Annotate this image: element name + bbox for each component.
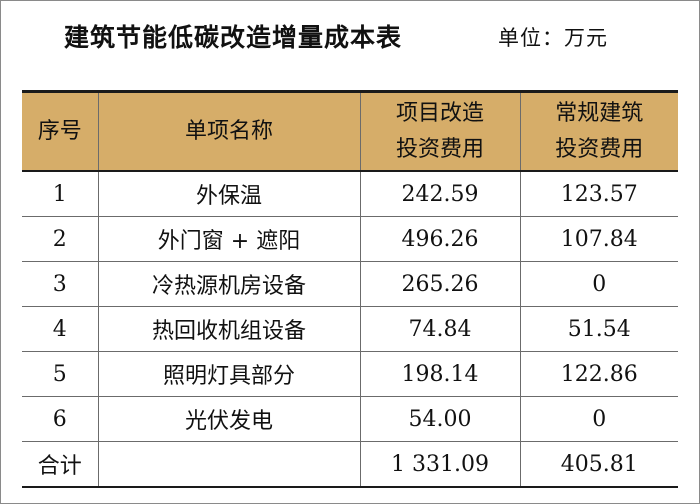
cell-project-cost: 198.14 (359, 351, 520, 397)
cell-name: 热回收机组设备 (97, 306, 360, 352)
cell-name: 外保温 (97, 171, 360, 217)
cell-name: 外门窗 + 遮阳 (97, 216, 360, 262)
total-row: 合计 1 331.09 405.81 (22, 441, 678, 488)
total-label: 合计 (22, 441, 98, 488)
header-regular-cost: 常规建筑 投资费用 (519, 91, 678, 171)
total-name (97, 441, 360, 488)
cell-regular-cost: 0 (519, 396, 678, 442)
cell-name: 照明灯具部分 (97, 351, 360, 397)
table-body: 1 外保温 242.59 123.57 2 外门窗 + 遮阳 496.26 10… (22, 171, 678, 488)
cell-project-cost: 242.59 (359, 171, 520, 217)
total-project-cost: 1 331.09 (359, 441, 520, 488)
total-regular-cost: 405.81 (519, 441, 678, 488)
table-row: 2 外门窗 + 遮阳 496.26 107.84 (22, 216, 678, 262)
cell-regular-cost: 123.57 (519, 171, 678, 217)
title-row: 建筑节能低碳改造增量成本表 单位：万元 (0, 0, 700, 88)
header-project-cost: 项目改造 投资费用 (359, 91, 520, 171)
cell-regular-cost: 51.54 (519, 306, 678, 352)
table-row: 4 热回收机组设备 74.84 51.54 (22, 306, 678, 352)
header-project-line1: 项目改造 (395, 100, 484, 126)
cell-seq: 1 (22, 171, 98, 217)
cell-project-cost: 265.26 (359, 261, 520, 307)
cell-seq: 2 (22, 216, 98, 262)
cell-project-cost: 496.26 (359, 216, 520, 262)
table-header: 序号 单项名称 项目改造 投资费用 常规建筑 投资费用 (22, 91, 678, 171)
cell-seq: 3 (22, 261, 98, 307)
header-regular-line1: 常规建筑 (555, 100, 644, 126)
cell-project-cost: 74.84 (359, 306, 520, 352)
header-row: 序号 单项名称 项目改造 投资费用 常规建筑 投资费用 (22, 91, 678, 171)
unit-label: 单位：万元 (498, 26, 608, 50)
table-row: 3 冷热源机房设备 265.26 0 (22, 261, 678, 307)
cell-seq: 6 (22, 396, 98, 442)
header-name: 单项名称 (97, 91, 360, 171)
cell-name: 冷热源机房设备 (97, 261, 360, 307)
cell-name: 光伏发电 (97, 396, 360, 442)
cell-seq: 5 (22, 351, 98, 397)
header-regular-line2: 投资费用 (555, 136, 644, 162)
cell-regular-cost: 107.84 (519, 216, 678, 262)
table-row: 1 外保温 242.59 123.57 (22, 171, 678, 217)
cell-project-cost: 54.00 (359, 396, 520, 442)
table-row: 6 光伏发电 54.00 0 (22, 396, 678, 442)
header-seq: 序号 (37, 118, 82, 144)
header-project-line2: 投资费用 (395, 136, 484, 162)
cost-table: 序号 单项名称 项目改造 投资费用 常规建筑 投资费用 1 外保温 242.59… (22, 90, 678, 488)
table-row: 5 照明灯具部分 198.14 122.86 (22, 351, 678, 397)
cell-seq: 4 (22, 306, 98, 352)
table-title: 建筑节能低碳改造增量成本表 (64, 23, 403, 52)
cell-regular-cost: 0 (519, 261, 678, 307)
cell-regular-cost: 122.86 (519, 351, 678, 397)
